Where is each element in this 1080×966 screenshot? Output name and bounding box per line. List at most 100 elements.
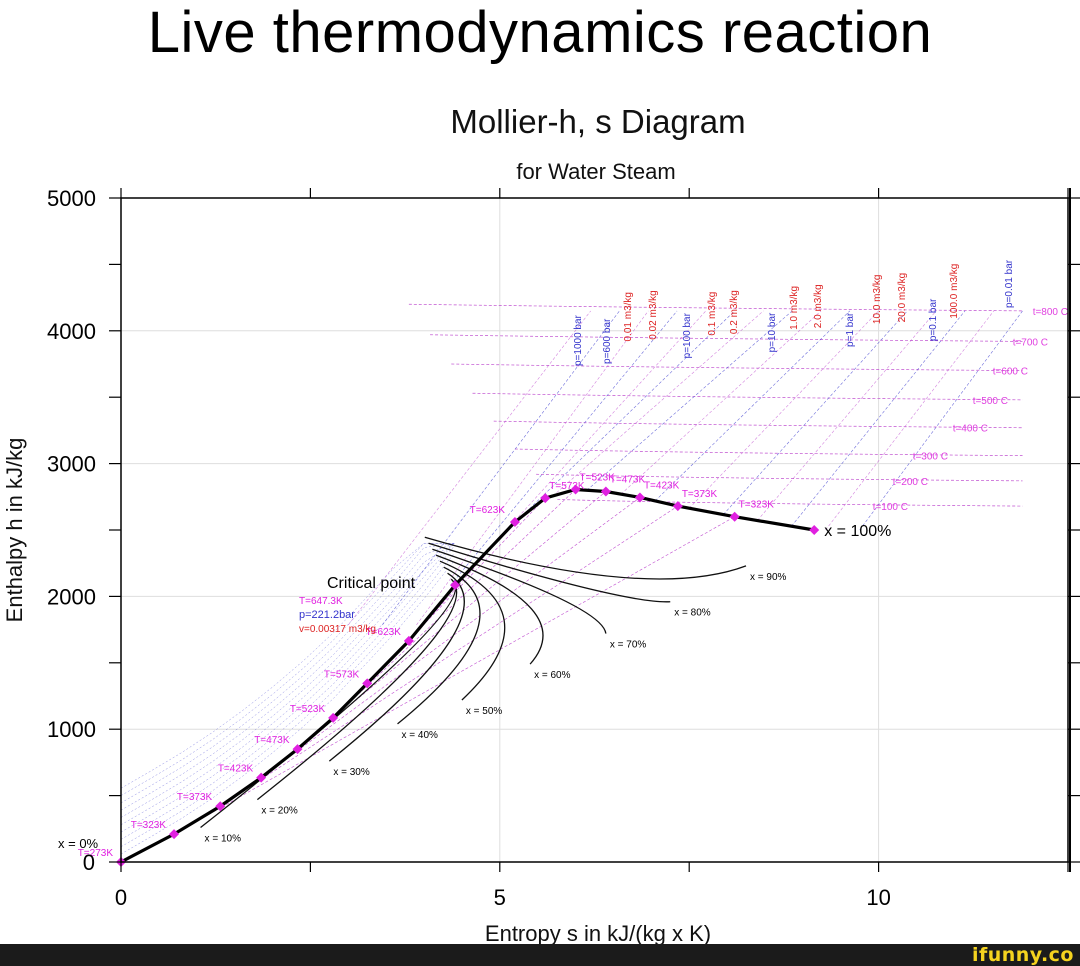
x-tick-label: 10 (866, 885, 890, 910)
y-tick-label: 0 (83, 850, 95, 875)
critical-point-temperature: T=647.3K (299, 596, 343, 607)
compressed-liquid-line (120, 543, 455, 818)
liquid-marker (215, 801, 226, 812)
quality-line (432, 548, 607, 634)
liquid-marker-label: T=323K (131, 820, 167, 831)
isotherm-line (472, 392, 1023, 401)
isobar-line (688, 310, 879, 509)
isotherm-line (451, 363, 1023, 371)
compressed-liquid-line (120, 553, 455, 847)
liquid-marker (328, 712, 339, 723)
rotated-property-label: p=600 bar (602, 318, 613, 364)
isobar-line (586, 310, 793, 491)
liquid-marker (403, 635, 414, 646)
rotated-property-label: 100.0 m3/kg (949, 264, 960, 319)
vapor-marker (672, 501, 683, 512)
x-axis-label: Entropy s in kJ/(kg x K) (485, 921, 711, 944)
liquid-marker-label: T=273K (78, 848, 114, 859)
markers (116, 484, 820, 867)
isobar-line (552, 310, 764, 497)
rotated-property-label: 20.0 m3/kg (897, 273, 908, 322)
liquid-marker-label: T=523K (290, 704, 326, 715)
critical-point-pressure: p=221.2bar (299, 609, 355, 621)
quality-line (256, 578, 458, 801)
quality-label: x = 70% (610, 640, 647, 651)
isotherm-label: t=200 C (893, 477, 928, 488)
critical-point-marker (450, 580, 461, 591)
x-tick-label: 0 (115, 885, 127, 910)
x-tick-label: 5 (494, 885, 506, 910)
rotated-property-label: p=0.1 bar (928, 298, 939, 341)
y-tick-label: 3000 (47, 452, 96, 477)
x0-label: x = 0% (58, 836, 99, 851)
rotated-property-label: p=100 bar (682, 312, 693, 358)
isobar-line (416, 310, 649, 626)
isotherm-label: t=100 C (873, 502, 908, 513)
isobar-line (825, 310, 994, 531)
isotherm-label: t=800 C (1033, 307, 1068, 318)
isotherm-line (557, 499, 1023, 507)
critical-point-volume: v=0.00317 m3/kg (299, 624, 376, 635)
isobar-line (484, 310, 707, 555)
quality-label: x = 10% (205, 833, 242, 844)
rotated-property-label: 1.0 m3/kg (789, 286, 800, 330)
isotherm-line (408, 303, 1023, 312)
plot-frame (120, 197, 1069, 863)
y-tick-label: 1000 (47, 717, 96, 742)
vapor-marker (509, 517, 520, 528)
compressed-liquid-line (120, 545, 455, 840)
liquid-marker (292, 744, 303, 755)
quality-line (428, 542, 671, 603)
isotherm-label: t=300 C (913, 452, 948, 463)
liquid-marker-label: T=373K (177, 792, 213, 803)
rotated-property-label: 0.2 m3/kg (729, 290, 740, 334)
vapor-marker-label: T=623K (470, 505, 506, 516)
vapor-marker (634, 492, 645, 503)
vapor-marker (540, 493, 551, 504)
isobar-line (450, 310, 678, 586)
isotherm-line (493, 420, 1023, 429)
quality-label: x = 50% (466, 706, 503, 717)
rotated-property-label: 0.01 m3/kg (623, 292, 634, 341)
vapor-marker (729, 511, 740, 522)
y-tick-label: 5000 (47, 186, 96, 211)
y-tick-label: 4000 (47, 319, 96, 344)
quality-line (424, 536, 747, 580)
x100-label: x = 100% (824, 523, 891, 540)
rotated-property-label: p=0.01 bar (1004, 259, 1015, 308)
grid (120, 198, 1068, 862)
quality-label: x = 60% (534, 670, 571, 681)
rotated-property-label: p=10 bar (767, 312, 778, 352)
saturated-vapor-line (453, 487, 815, 587)
axes: 0 5 10 0 1000 2000 3000 4000 5000 (47, 186, 1080, 910)
isobar-line (654, 310, 851, 502)
quality-line (397, 566, 481, 725)
isotherm-line (536, 473, 1023, 482)
isotherm-label: t=700 C (1013, 337, 1048, 348)
vapor-marker-label: T=373K (682, 489, 718, 500)
saturated-liquid-line (120, 584, 457, 864)
compressed-liquid-line (120, 543, 455, 826)
isotherm-label: t=400 C (953, 424, 988, 435)
critical-point-label: Critical point (327, 575, 416, 592)
vapor-marker-label: T=423K (644, 480, 680, 491)
two-phase-isobar (220, 505, 679, 807)
isobar-line (757, 310, 937, 521)
quality-label: x = 20% (261, 806, 298, 817)
quality-label: x = 90% (750, 572, 787, 583)
chart-title: Mollier-h, s Diagram (450, 103, 745, 140)
x100-marker (809, 525, 820, 535)
vapor-marker (600, 486, 611, 497)
meme-title: Live thermodynamics reaction (147, 0, 933, 65)
vapor-marker-label: T=473K (610, 474, 646, 485)
rotated-property-label: 10.0 m3/kg (872, 275, 883, 324)
isobar-line (382, 310, 620, 626)
quality-line (328, 572, 465, 762)
compressed-liquid-line (120, 543, 455, 804)
compressed-liquid-line (120, 560, 455, 855)
liquid-marker-label: T=473K (254, 735, 290, 746)
isobar-line (859, 310, 1023, 531)
isobar-line (620, 310, 822, 495)
two-phase-isobar (173, 516, 735, 835)
compressed-liquid-line (120, 543, 455, 789)
